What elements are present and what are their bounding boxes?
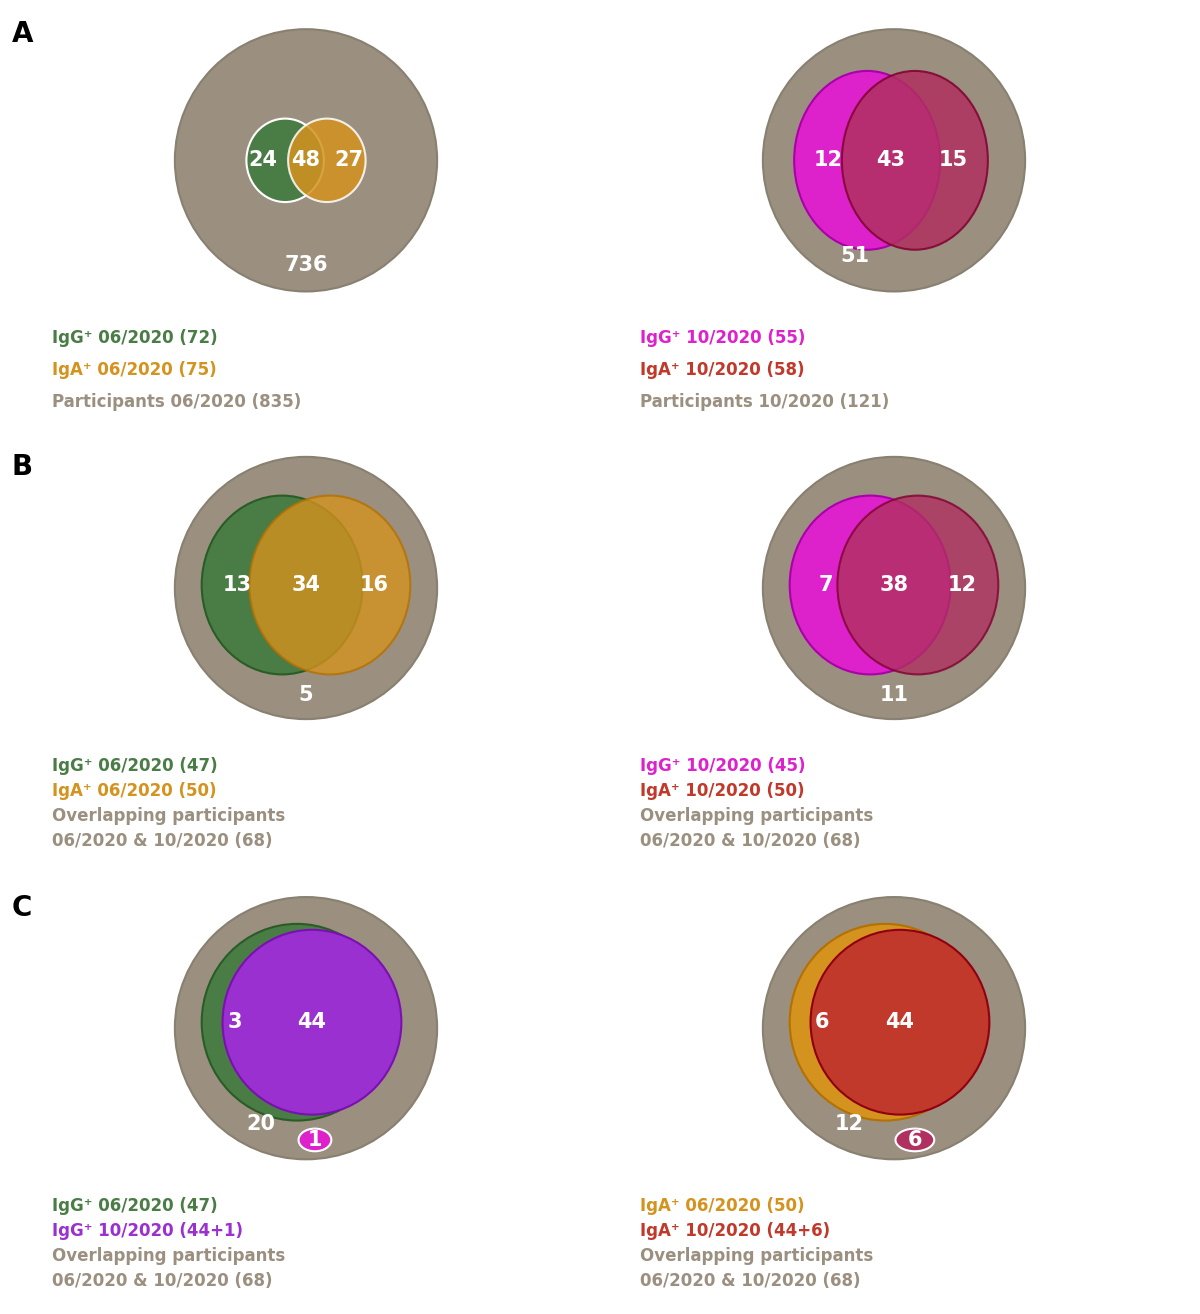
Text: Overlapping participants: Overlapping participants [53,807,286,825]
Text: 06/2020 & 10/2020 (68): 06/2020 & 10/2020 (68) [641,832,860,850]
Ellipse shape [790,495,950,674]
Text: IgG⁺ 06/2020 (47): IgG⁺ 06/2020 (47) [53,757,218,775]
Text: 13: 13 [223,576,252,595]
Ellipse shape [202,924,392,1121]
Text: 48: 48 [292,150,320,171]
Text: 16: 16 [360,576,389,595]
Text: IgG⁺ 10/2020 (44+1): IgG⁺ 10/2020 (44+1) [53,1222,244,1240]
Text: Participants 06/2020 (835): Participants 06/2020 (835) [53,393,301,410]
Ellipse shape [250,495,410,674]
Text: IgA⁺ 10/2020 (50): IgA⁺ 10/2020 (50) [641,782,805,800]
Text: 43: 43 [876,150,906,171]
Text: 11: 11 [880,686,908,706]
Ellipse shape [175,457,437,719]
Text: 6: 6 [907,1130,922,1150]
Text: 3: 3 [227,1012,241,1033]
Text: IgA⁺ 10/2020 (58): IgA⁺ 10/2020 (58) [641,360,805,378]
Ellipse shape [842,71,988,250]
Ellipse shape [810,930,989,1114]
Text: 6: 6 [815,1012,829,1033]
Ellipse shape [299,1129,331,1151]
Text: 12: 12 [814,150,842,171]
Text: 44: 44 [886,1012,914,1033]
Text: B: B [12,453,34,481]
Text: 27: 27 [335,150,364,171]
Ellipse shape [763,897,1025,1159]
Ellipse shape [790,924,980,1121]
Text: 12: 12 [835,1113,864,1134]
Text: 38: 38 [880,576,908,595]
Text: 06/2020 & 10/2020 (68): 06/2020 & 10/2020 (68) [641,1272,860,1290]
Text: 34: 34 [292,576,320,595]
Text: IgA⁺ 10/2020 (44+6): IgA⁺ 10/2020 (44+6) [641,1222,830,1240]
Text: IgA⁺ 06/2020 (75): IgA⁺ 06/2020 (75) [53,360,217,378]
Text: 15: 15 [940,150,968,171]
Ellipse shape [175,897,437,1159]
Text: 1: 1 [307,1130,322,1150]
Text: 06/2020 & 10/2020 (68): 06/2020 & 10/2020 (68) [53,832,272,850]
Text: 12: 12 [948,576,977,595]
Text: Overlapping participants: Overlapping participants [641,1247,874,1265]
Ellipse shape [763,29,1025,292]
Text: Overlapping participants: Overlapping participants [53,1247,286,1265]
Text: IgA⁺ 06/2020 (50): IgA⁺ 06/2020 (50) [641,1197,805,1215]
Text: 20: 20 [247,1113,276,1134]
Text: C: C [12,894,32,921]
Text: A: A [12,20,34,47]
Ellipse shape [288,118,366,202]
Text: 24: 24 [248,150,277,171]
Ellipse shape [895,1129,935,1151]
Ellipse shape [222,930,401,1114]
Text: IgG⁺ 06/2020 (72): IgG⁺ 06/2020 (72) [53,328,218,347]
Text: 06/2020 & 10/2020 (68): 06/2020 & 10/2020 (68) [53,1272,272,1290]
Text: 51: 51 [841,246,870,265]
Text: 736: 736 [284,255,328,275]
Text: 44: 44 [298,1012,326,1033]
Ellipse shape [202,495,362,674]
Text: Participants 10/2020 (121): Participants 10/2020 (121) [641,393,889,410]
Text: IgA⁺ 06/2020 (50): IgA⁺ 06/2020 (50) [53,782,217,800]
Text: IgG⁺ 10/2020 (45): IgG⁺ 10/2020 (45) [641,757,805,775]
Ellipse shape [246,118,324,202]
Ellipse shape [763,457,1025,719]
Text: 5: 5 [299,686,313,706]
Ellipse shape [794,71,940,250]
Text: Overlapping participants: Overlapping participants [641,807,874,825]
Ellipse shape [838,495,998,674]
Text: IgG⁺ 10/2020 (55): IgG⁺ 10/2020 (55) [641,328,805,347]
Text: 7: 7 [818,576,833,595]
Ellipse shape [175,29,437,292]
Text: IgG⁺ 06/2020 (47): IgG⁺ 06/2020 (47) [53,1197,218,1215]
